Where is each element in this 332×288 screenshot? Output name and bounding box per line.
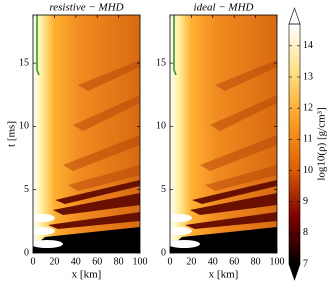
- x-tick-label: 80: [251, 256, 261, 267]
- colorbar-tick-label: 12: [303, 102, 313, 113]
- heatmap-image: [28, 14, 141, 254]
- colorbar-label: log10(ρ) [g/cm³]: [316, 107, 328, 180]
- colorbar-tick-label: 7: [303, 258, 308, 269]
- x-tick-label: 40: [208, 256, 218, 267]
- plot-frame: [32, 14, 141, 254]
- colorbar-arrow: [288, 263, 301, 281]
- x-tick-label: 20: [186, 256, 196, 267]
- y-tick-label: 10: [19, 121, 29, 132]
- plot-frame: [169, 14, 278, 254]
- colorbar-frame: [288, 23, 301, 265]
- chart-title: resistive − MHD: [49, 2, 123, 14]
- colorbar-arrow: [288, 7, 301, 25]
- x-axis-label: x [km]: [72, 269, 102, 281]
- x-tick-label: 80: [114, 256, 124, 267]
- x-tick-label: 40: [71, 256, 81, 267]
- x-tick-label: 60: [92, 256, 102, 267]
- x-axis-label: x [km]: [209, 269, 239, 281]
- x-tick-label: 100: [270, 256, 285, 267]
- y-tick-label: 15: [156, 57, 166, 68]
- colorbar-tick-label: 11: [303, 134, 313, 145]
- colorbar-tick-label: 10: [303, 165, 313, 176]
- y-axis-label: t [ms]: [6, 121, 18, 147]
- colorbar-tick-label: 13: [303, 71, 313, 82]
- x-tick-label: 100: [133, 256, 148, 267]
- x-tick-label: 0: [168, 256, 173, 267]
- y-tick-label: 5: [161, 184, 166, 195]
- x-tick-label: 60: [229, 256, 239, 267]
- colorbar-tick-label: 8: [303, 227, 308, 238]
- x-tick-label: 0: [31, 256, 36, 267]
- y-tick-label: 0: [161, 247, 166, 258]
- y-tick-label: 0: [24, 247, 29, 258]
- colorbar: [289, 24, 300, 264]
- y-tick-label: 10: [156, 121, 166, 132]
- heatmap-image: [165, 14, 278, 254]
- chart-title: ideal − MHD: [194, 2, 254, 14]
- colorbar-tick-label: 9: [303, 196, 308, 207]
- colorbar-tick-label: 14: [303, 40, 313, 51]
- x-tick-label: 20: [49, 256, 59, 267]
- y-tick-label: 15: [19, 57, 29, 68]
- y-tick-label: 5: [24, 184, 29, 195]
